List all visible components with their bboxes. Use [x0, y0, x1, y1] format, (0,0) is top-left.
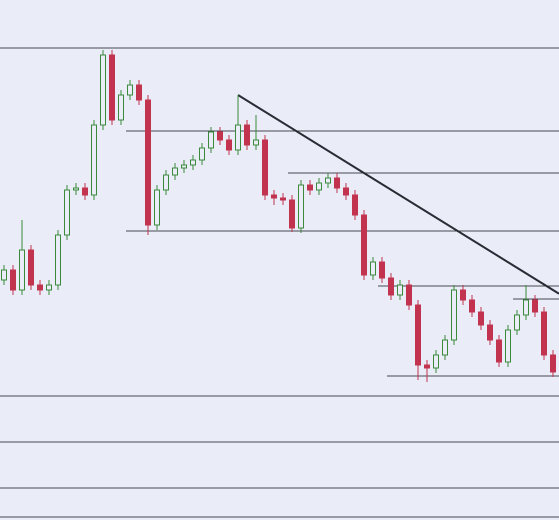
candle-body: [46, 284, 52, 291]
candle-body: [460, 289, 466, 301]
candle-body: [64, 189, 70, 236]
candle-body: [244, 124, 250, 146]
candle-body: [550, 354, 556, 373]
candle-body: [226, 139, 232, 151]
candle-body: [316, 182, 322, 191]
candle-body: [91, 124, 97, 196]
candle-body: [298, 184, 304, 229]
candle-body: [10, 269, 16, 291]
candle-body: [406, 284, 412, 306]
candle-body: [352, 194, 358, 216]
candle-body: [496, 339, 502, 363]
candle-body: [280, 197, 286, 201]
candle-body: [172, 167, 178, 176]
candle-body: [532, 299, 538, 313]
candle-body: [109, 54, 115, 121]
candle-body: [307, 184, 313, 191]
candle-body: [199, 147, 205, 161]
candle-body: [289, 199, 295, 229]
candle-body: [253, 139, 259, 146]
candle-body: [55, 234, 61, 286]
candle-body: [388, 277, 394, 296]
candle-body: [181, 164, 187, 169]
candle-body: [271, 194, 277, 199]
candle-body: [505, 329, 511, 363]
candle-body: [469, 299, 475, 313]
candle-body: [379, 261, 385, 279]
candle-body: [514, 314, 520, 331]
candle-body: [424, 364, 430, 369]
candle-body: [487, 324, 493, 341]
candle-body: [28, 249, 34, 286]
candle-body: [73, 187, 79, 191]
candle-body: [370, 261, 376, 276]
candle-body: [397, 284, 403, 296]
candle-body: [127, 84, 133, 96]
candle-body: [163, 174, 169, 191]
candle-body: [217, 131, 223, 141]
candle-body: [190, 159, 196, 166]
candle-body: [235, 124, 241, 151]
candle-body: [442, 339, 448, 356]
candle-body: [451, 289, 457, 341]
candle-body: [118, 94, 124, 121]
candle-body: [523, 299, 529, 316]
candle-body: [100, 54, 106, 126]
candle-body: [154, 189, 160, 226]
candle-body: [82, 187, 88, 196]
candle-body: [145, 99, 151, 226]
candle-body: [19, 249, 25, 291]
candle-body: [37, 284, 43, 291]
candle-body: [334, 177, 340, 189]
candle-body: [325, 177, 331, 184]
candle-body: [343, 187, 349, 196]
candle-body: [208, 131, 214, 149]
candle-body: [433, 354, 439, 369]
candle-body: [361, 214, 367, 276]
candle-body: [541, 311, 547, 356]
candle-body: [415, 304, 421, 366]
trend-line: [237, 94, 559, 295]
candle-body: [136, 84, 142, 101]
candle-body: [1, 269, 7, 281]
candle-body: [478, 311, 484, 326]
candle-body: [262, 139, 268, 196]
